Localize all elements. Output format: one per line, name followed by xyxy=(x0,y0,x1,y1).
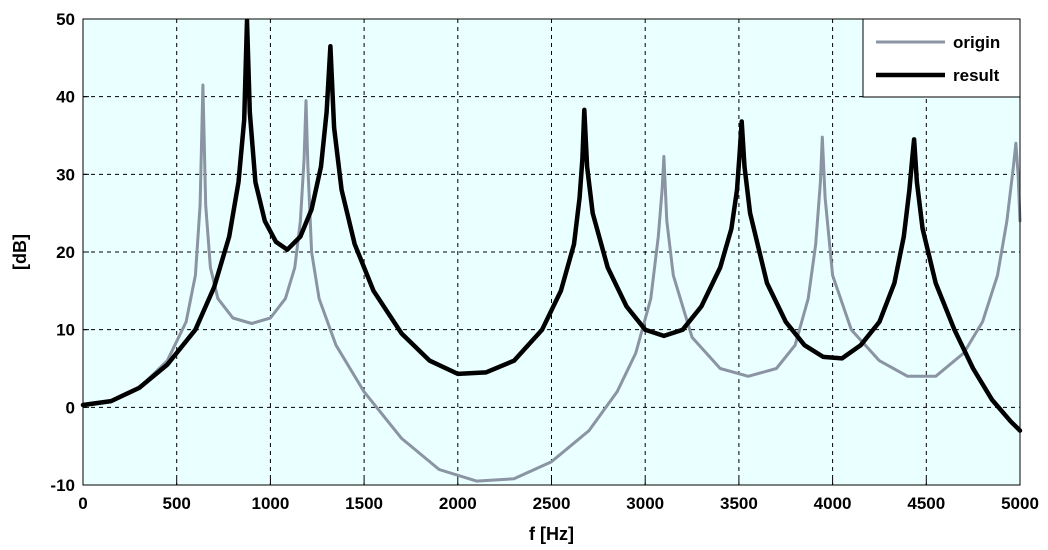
y-tick-labels: -10 0 10 20 30 40 50 xyxy=(50,10,89,495)
x-tick-label: 3500 xyxy=(720,494,758,513)
series-layer xyxy=(80,18,1023,483)
x-tick-label: 0 xyxy=(78,494,87,513)
y-tick-label: -10 xyxy=(50,476,75,495)
x-tick-label: 500 xyxy=(163,494,191,513)
x-tick-label: 4000 xyxy=(814,494,852,513)
y-axis-label: [dB] xyxy=(10,234,30,270)
series-line-origin xyxy=(81,83,1022,483)
y-tick-label: 0 xyxy=(66,398,75,417)
y-tick-label: 30 xyxy=(56,165,75,184)
legend: origin result xyxy=(862,18,1021,98)
legend-label-origin: origin xyxy=(953,33,1000,52)
x-tick-labels: 0 500 1000 1500 2000 2500 3000 3500 4000 4500 5000 xyxy=(78,479,1039,513)
x-axis-label: f [Hz] xyxy=(529,524,574,544)
x-tick-label: 5000 xyxy=(1001,494,1039,513)
series-line-result xyxy=(80,18,1023,433)
x-tick-label: 2500 xyxy=(533,494,571,513)
x-tick-label: 2000 xyxy=(439,494,477,513)
y-tick-label: 10 xyxy=(56,321,75,340)
y-tick-label: 20 xyxy=(56,243,75,262)
y-tick-label: 50 xyxy=(56,10,75,29)
legend-label-result: result xyxy=(953,66,1000,85)
x-tick-label: 4500 xyxy=(907,494,945,513)
y-tick-label: 40 xyxy=(56,88,75,107)
legend-box xyxy=(862,18,1021,98)
x-tick-label: 1500 xyxy=(345,494,383,513)
x-tick-label: 3000 xyxy=(626,494,664,513)
x-tick-label: 1000 xyxy=(251,494,289,513)
